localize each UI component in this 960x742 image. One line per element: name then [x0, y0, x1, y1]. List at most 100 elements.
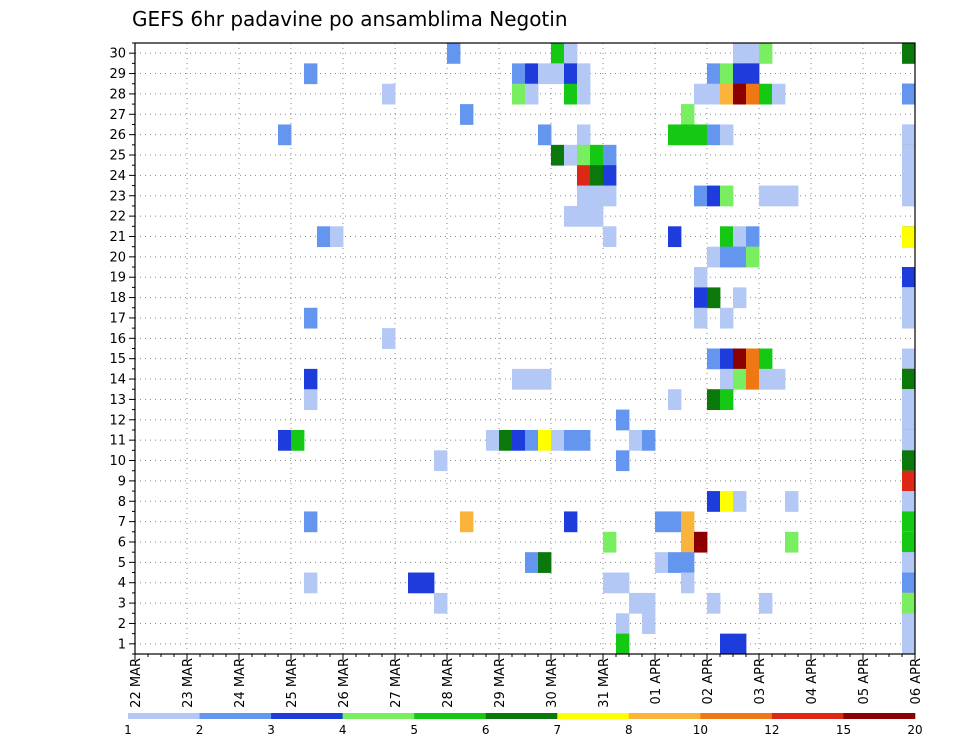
heatmap-cell [733, 348, 747, 370]
colorbar-swatch [485, 713, 558, 719]
colorbar-label: 1 [124, 723, 132, 737]
heatmap-cell [642, 592, 656, 614]
heatmap-cell [590, 165, 604, 186]
heatmap-cell [720, 633, 734, 655]
y-tick-label: 4 [118, 576, 126, 591]
heatmap-cell [759, 83, 773, 105]
y-tick-label: 23 [109, 189, 126, 204]
y-tick-label: 16 [109, 332, 126, 347]
colorbar-swatch [199, 713, 272, 719]
heatmap-cell [707, 246, 721, 268]
x-tick-label: 03 APR [753, 658, 768, 704]
heatmap-cell [577, 165, 591, 186]
heatmap-cell [512, 63, 526, 85]
colorbar-label: 2 [196, 723, 204, 737]
heatmap-cell [421, 572, 435, 594]
heatmap-cell [902, 185, 916, 207]
heatmap-cell [694, 185, 708, 207]
heatmap-cell [564, 511, 578, 533]
y-tick-label: 30 [109, 47, 126, 62]
colorbar-label: 7 [553, 723, 561, 737]
heatmap-cell [681, 511, 695, 533]
heatmap-cell [577, 205, 591, 227]
heatmap-cell [694, 307, 708, 329]
heatmap-cell [538, 429, 552, 451]
heatmap-cell [694, 83, 708, 105]
heatmap-cell [694, 531, 708, 553]
y-tick-label: 14 [109, 373, 126, 388]
y-tick-label: 7 [118, 515, 126, 530]
heatmap-cell [629, 592, 643, 614]
y-tick-label: 8 [118, 495, 126, 510]
heatmap-cell [577, 185, 591, 207]
colorbar-swatch [843, 713, 916, 719]
heatmap-cell [499, 429, 513, 451]
x-tick-label: 26 MAR [337, 658, 352, 708]
y-tick-label: 17 [109, 311, 126, 326]
x-tick-label: 27 MAR [389, 658, 404, 708]
heatmap-cell [460, 511, 474, 533]
heatmap-cell [434, 450, 448, 472]
heatmap-cell [551, 43, 565, 64]
y-tick-label: 22 [109, 210, 126, 225]
heatmap-cell [720, 389, 734, 410]
heatmap-cell [694, 267, 708, 288]
heatmap-cell [577, 429, 591, 451]
x-tick-label: 28 MAR [441, 658, 456, 708]
x-tick-label: 22 MAR [129, 658, 144, 708]
heatmap-cell [525, 429, 539, 451]
heatmap-cell [902, 43, 916, 64]
y-tick-label: 11 [109, 434, 126, 449]
y-tick-label: 20 [109, 250, 126, 265]
heatmap-cell [304, 368, 318, 390]
heatmap-cell [291, 429, 305, 451]
y-tick-label: 28 [109, 87, 126, 102]
heatmap-cell [902, 613, 916, 635]
heatmap-cell [902, 572, 916, 594]
heatmap-cell [733, 491, 747, 512]
colorbar: 1 2 3 4 5 6 7 8 10 12 15 20 [124, 713, 923, 737]
heatmap-cell [902, 429, 916, 451]
heatmap-cell [512, 368, 526, 390]
heatmap-cell [434, 592, 448, 614]
colorbar-label: 8 [625, 723, 633, 737]
y-tick-label: 26 [109, 128, 126, 143]
heatmap-cell [707, 63, 721, 85]
heatmap-cell [720, 368, 734, 390]
heatmap-cell [551, 429, 565, 451]
x-tick-label: 04 APR [805, 658, 820, 704]
heatmap-cell [759, 368, 773, 390]
heatmap-cell [447, 43, 461, 64]
heatmap-cell [681, 572, 695, 594]
heatmap-cell [733, 246, 747, 268]
heatmap-cell [902, 368, 916, 390]
heatmap-cell [902, 531, 916, 553]
y-tick-label: 10 [109, 454, 126, 469]
heatmap-cell [538, 368, 552, 390]
heatmap-cell [382, 83, 396, 105]
colorbar-swatch [414, 713, 487, 719]
heatmap-cell [902, 124, 916, 146]
heatmap-cell [681, 531, 695, 553]
heatmap-cell [525, 552, 539, 573]
heatmap-cell [668, 389, 682, 410]
heatmap-cell [902, 552, 916, 573]
x-tick-label: 23 MAR [181, 658, 196, 708]
heatmap-cell [317, 226, 331, 248]
heatmap-cell [902, 470, 916, 492]
heatmap-cell [902, 633, 916, 655]
heatmap-cell [902, 450, 916, 472]
heatmap-cell [759, 185, 773, 207]
heatmap-cell [707, 185, 721, 207]
heatmap-cell [590, 185, 604, 207]
heatmap-cell [590, 144, 604, 166]
colorbar-swatch [128, 713, 200, 719]
y-tick-label: 5 [118, 556, 126, 571]
heatmap-cell [720, 124, 734, 146]
y-tick-label: 18 [109, 291, 126, 306]
heatmap-cell [733, 83, 747, 105]
heatmap-cell [759, 348, 773, 370]
heatmap-cell [577, 63, 591, 85]
heatmap-cell [603, 144, 617, 166]
heatmap-cell [785, 185, 799, 207]
